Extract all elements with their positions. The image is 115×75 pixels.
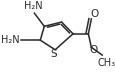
Text: O: O	[89, 45, 97, 55]
Text: S: S	[50, 49, 56, 59]
Text: O: O	[90, 9, 98, 19]
Text: H₂N: H₂N	[1, 35, 19, 45]
Text: H₂N: H₂N	[23, 1, 42, 11]
Text: CH₃: CH₃	[97, 58, 115, 68]
